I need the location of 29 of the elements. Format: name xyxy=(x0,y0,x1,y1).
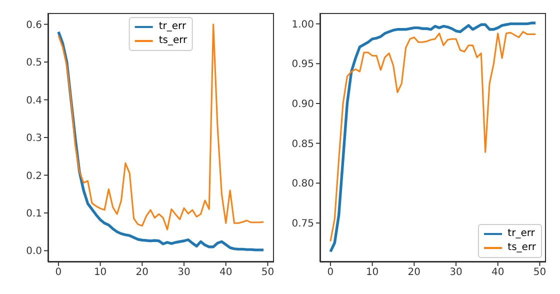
y-tick-label: 0.6 xyxy=(26,20,42,31)
y-tick-label: 0.1 xyxy=(26,208,42,220)
x-tick-label: 0 xyxy=(55,267,62,278)
x-tick-label: 20 xyxy=(408,267,421,278)
x-tick-label: 0 xyxy=(327,267,334,278)
x-tick-label: 30 xyxy=(450,267,462,278)
y-tick-label: 0.95 xyxy=(292,59,314,70)
legend-label: ts_err xyxy=(508,241,536,255)
x-tick-label: 30 xyxy=(178,267,190,278)
x-tick-label: 10 xyxy=(366,267,379,278)
y-tick-label: 0.90 xyxy=(292,99,314,110)
x-tick-label: 10 xyxy=(94,267,107,278)
x-tick-label: 20 xyxy=(136,267,149,278)
y-tick-label: 0.5 xyxy=(26,58,42,69)
y-tick-label: 0.4 xyxy=(26,95,42,106)
y-tick-label: 0.85 xyxy=(292,138,314,150)
x-tick-label: 40 xyxy=(492,267,504,278)
y-tick-label: 0.75 xyxy=(292,218,314,230)
legend-label: tr_err xyxy=(508,227,535,241)
y-tick-label: 0.2 xyxy=(26,170,42,182)
x-tick-label: 50 xyxy=(261,267,274,278)
y-tick-label: 1.00 xyxy=(292,19,314,30)
y-tick-label: 0.80 xyxy=(292,178,314,190)
y-tick-label: 0.0 xyxy=(26,246,42,258)
x-tick-label: 50 xyxy=(533,267,546,278)
x-tick-label: 40 xyxy=(220,267,232,278)
legend-label: tr_err xyxy=(158,20,186,34)
y-tick-label: 0.3 xyxy=(26,133,42,144)
legend-label: ts_err xyxy=(158,34,188,48)
